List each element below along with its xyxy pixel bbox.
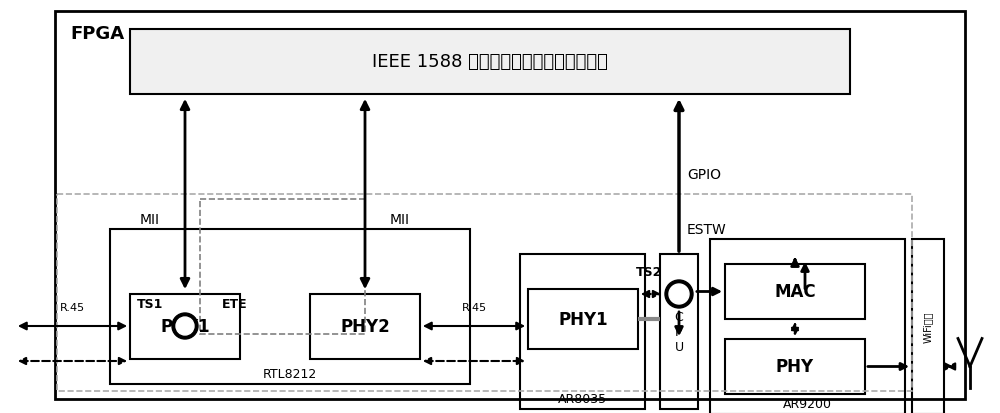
Bar — [710, 240, 905, 413]
Text: PHY2: PHY2 — [340, 318, 390, 336]
Text: MAC: MAC — [774, 283, 816, 301]
Text: C
P
U: C P U — [674, 310, 684, 353]
Bar — [660, 254, 698, 409]
Text: AR9200: AR9200 — [783, 398, 832, 411]
Circle shape — [669, 284, 689, 304]
Text: ESTW: ESTW — [687, 223, 727, 236]
Text: MII: MII — [140, 212, 160, 226]
Bar — [57, 195, 912, 391]
Text: R.45: R.45 — [59, 302, 85, 312]
Bar — [110, 230, 470, 384]
Text: MII: MII — [390, 212, 410, 226]
Bar — [528, 289, 638, 349]
Text: PHY: PHY — [776, 358, 814, 375]
Text: ETE: ETE — [222, 298, 248, 311]
Text: WiFi芯片: WiFi芯片 — [923, 311, 933, 342]
Text: IEEE 1588 报文驻留时间检测和补偿模块: IEEE 1588 报文驻留时间检测和补偿模块 — [372, 53, 608, 71]
Text: PHY1: PHY1 — [558, 310, 608, 328]
Bar — [130, 294, 240, 359]
Circle shape — [172, 313, 198, 339]
Bar — [130, 30, 850, 95]
Text: PHY1: PHY1 — [160, 318, 210, 336]
Bar — [310, 294, 420, 359]
Text: AR8035: AR8035 — [558, 392, 607, 406]
Text: R.45: R.45 — [461, 302, 487, 312]
Text: RTL8212: RTL8212 — [263, 368, 317, 380]
Text: FPGA: FPGA — [70, 25, 124, 43]
Circle shape — [665, 280, 693, 308]
Bar — [725, 264, 865, 319]
Text: TS1: TS1 — [137, 298, 163, 311]
Bar — [725, 339, 865, 394]
Bar — [520, 254, 645, 409]
Circle shape — [176, 317, 194, 335]
Text: TS2: TS2 — [636, 266, 662, 279]
Bar — [912, 240, 944, 413]
Bar — [200, 199, 365, 334]
Text: GPIO: GPIO — [687, 168, 721, 182]
